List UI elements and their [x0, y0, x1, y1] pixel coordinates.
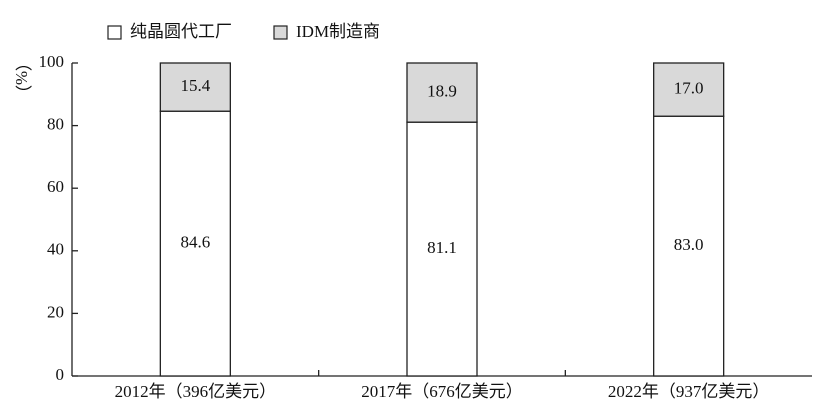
y-tick-label: 0	[56, 365, 65, 384]
bar-segment	[653, 62, 725, 117]
x-tick-label: 2022年（937亿美元）	[608, 382, 770, 401]
bar-segment	[159, 62, 231, 112]
x-tick-label: 2012年（396亿美元）	[115, 382, 277, 401]
value-label: 18.9	[427, 81, 457, 100]
value-label: 17.0	[674, 79, 704, 98]
legend-swatch	[273, 25, 288, 40]
y-tick-label: 20	[47, 302, 64, 321]
bar-segment	[406, 121, 478, 377]
value-label: 83.0	[674, 235, 704, 254]
legend-label: IDM制造商	[296, 22, 380, 41]
legend-swatch	[107, 25, 122, 40]
bar-segment	[406, 62, 478, 123]
y-tick-label: 60	[47, 177, 64, 196]
value-label: 84.6	[180, 233, 210, 252]
y-tick-label: 80	[47, 115, 64, 134]
value-label: 81.1	[427, 238, 457, 257]
value-label: 15.4	[180, 76, 210, 95]
x-tick-label: 2017年（676亿美元）	[361, 382, 523, 401]
y-tick-label: 40	[47, 240, 64, 259]
bar-segment	[653, 115, 725, 377]
legend-label: 纯晶圆代工厂	[130, 22, 232, 41]
y-axis-label: （%）	[12, 54, 32, 102]
y-tick-label: 100	[39, 52, 65, 71]
